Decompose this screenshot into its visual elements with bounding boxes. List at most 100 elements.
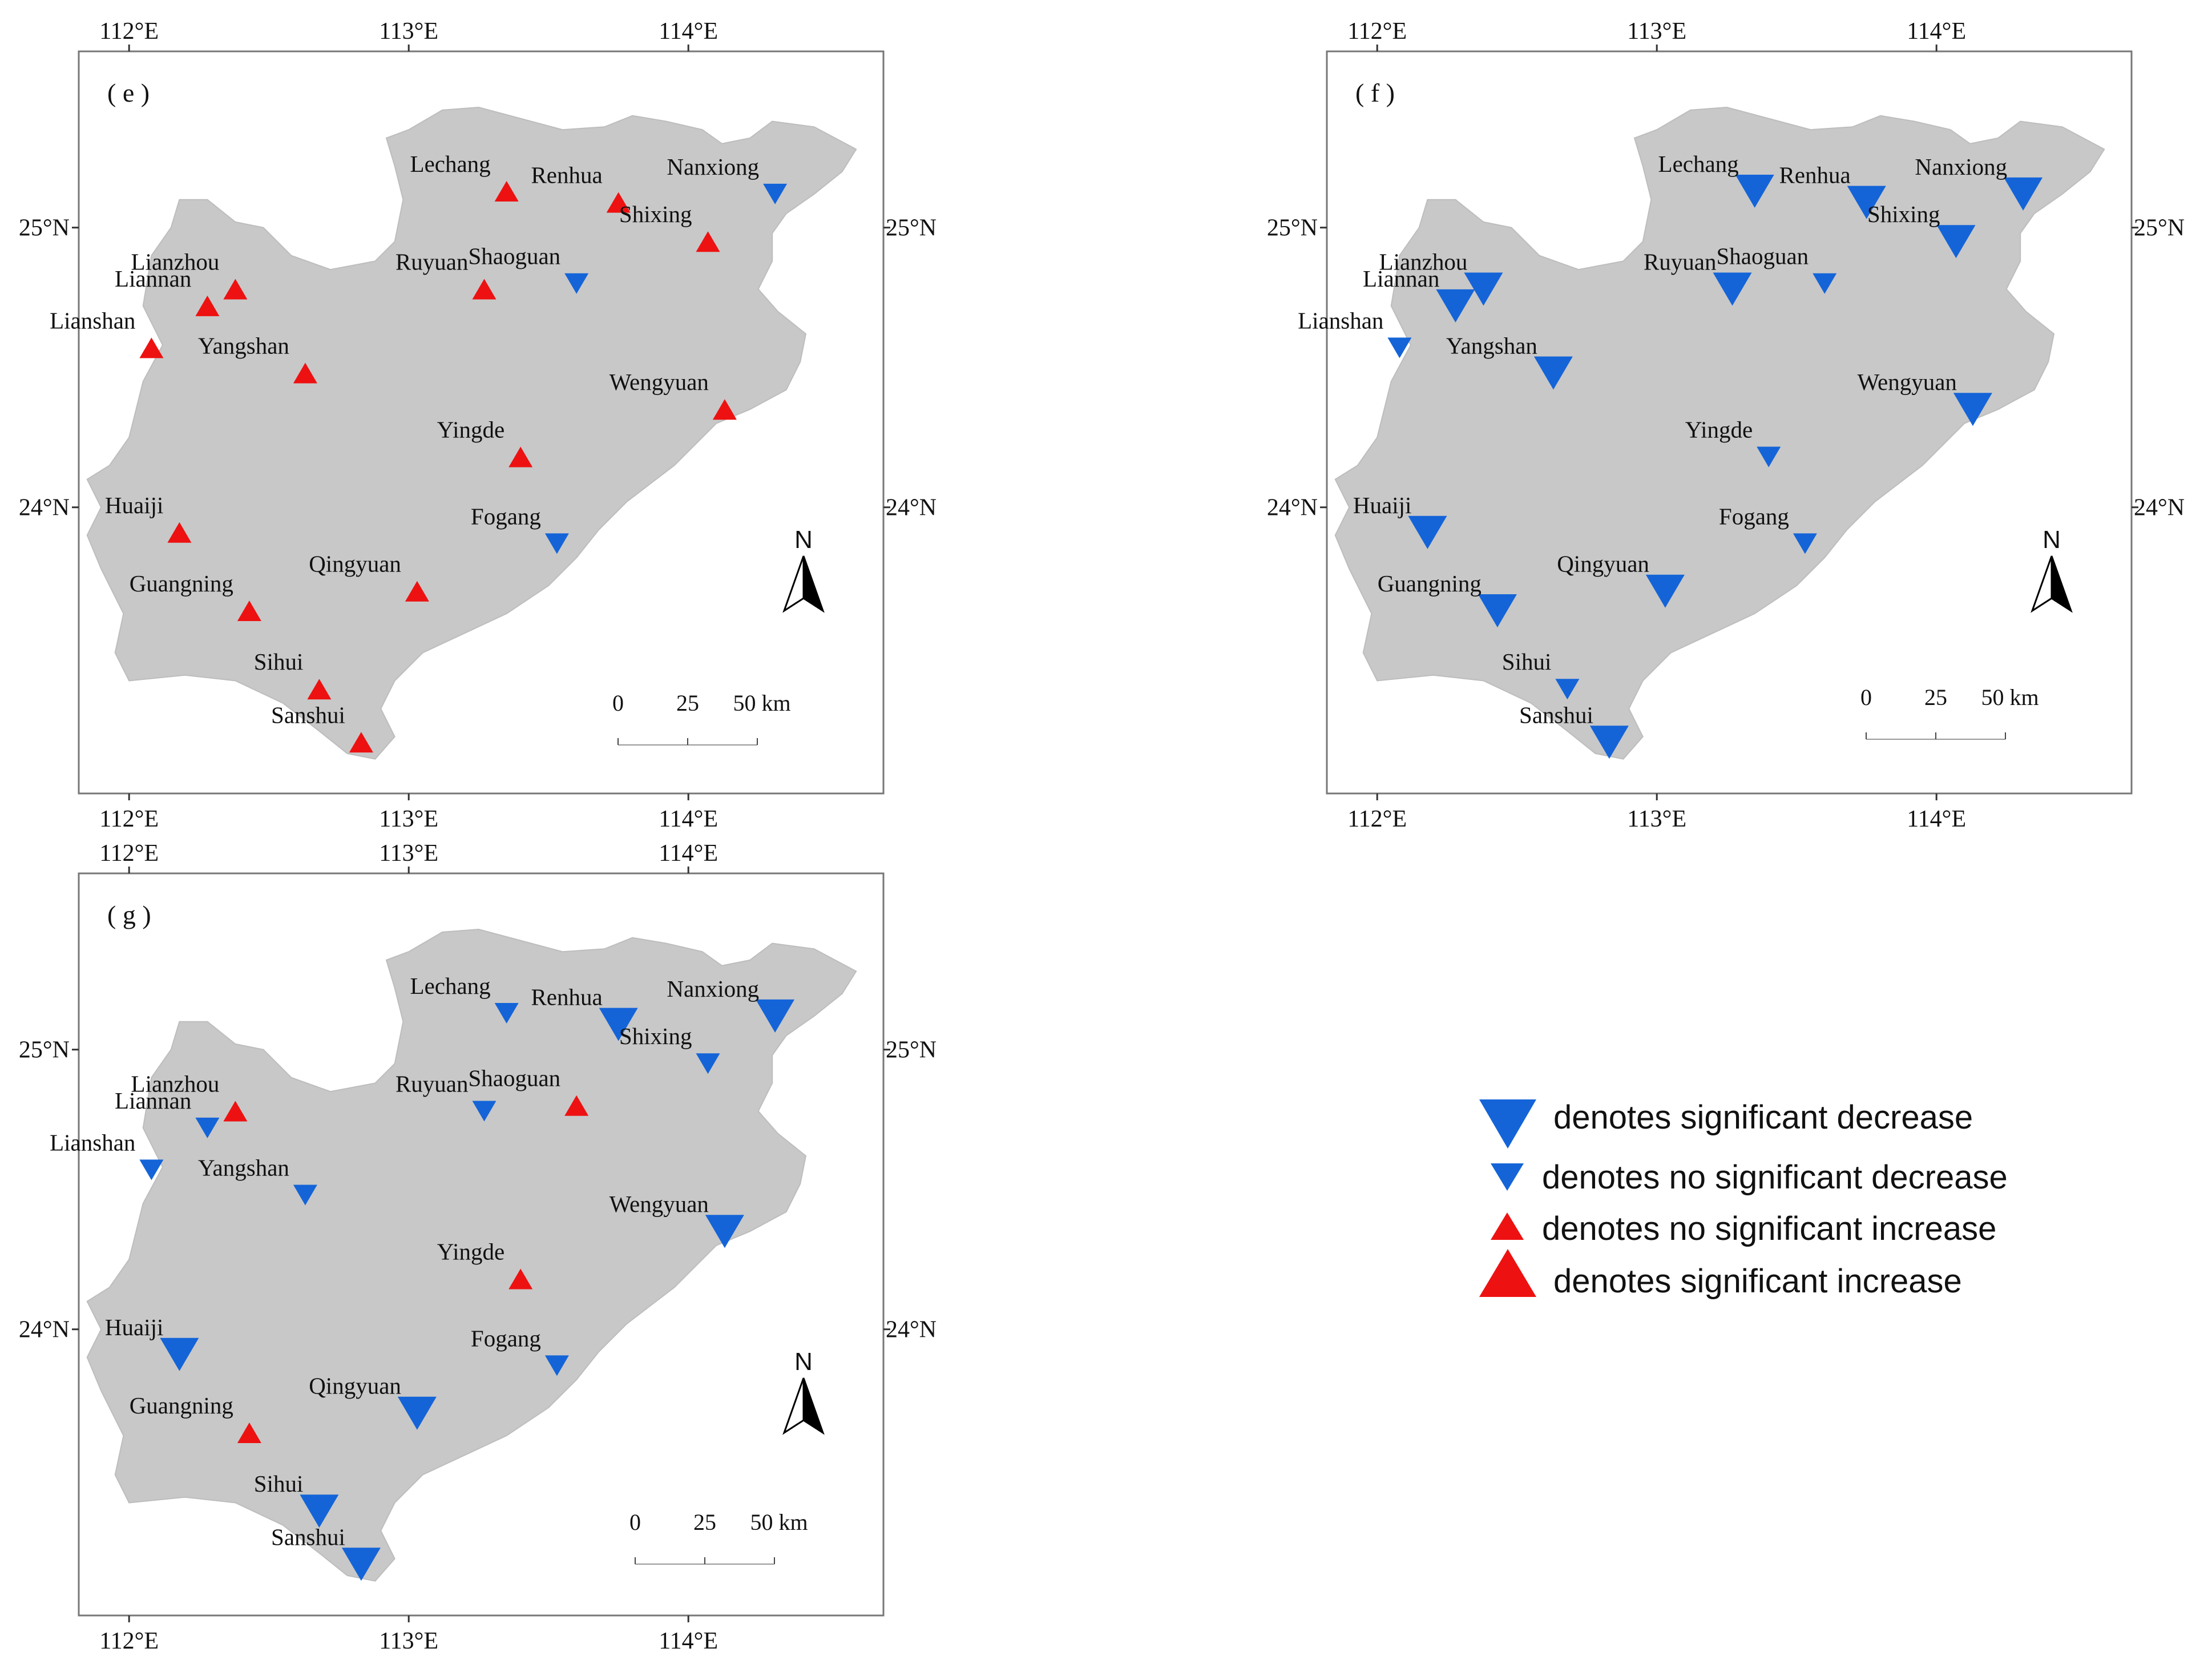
increase-triangle-marker [237, 1423, 261, 1443]
station-label: Lechang [410, 151, 491, 177]
small-down-triangle-icon [1491, 1163, 1524, 1191]
station-label: Shaoguan [468, 243, 560, 269]
decrease-triangle-marker [1813, 273, 1837, 294]
lon-tick-label: 113°E [379, 18, 438, 45]
station-label: Fogang [471, 1325, 541, 1351]
decrease-triangle-marker [139, 1159, 164, 1180]
decrease-triangle-marker [1645, 574, 1685, 608]
north-arrow-icon: N [2031, 526, 2073, 613]
station-label: Huaiji [105, 1314, 163, 1340]
decrease-triangle-marker [756, 999, 795, 1033]
station-label: Lechang [1658, 151, 1739, 177]
lat-tick-label: 25°N [2134, 215, 2185, 241]
station-label: Sihui [254, 1470, 304, 1497]
station-label: Yangshan [198, 1155, 289, 1181]
increase-triangle-marker [405, 581, 429, 602]
station-label: Qingyuan [309, 551, 401, 577]
station-label: Yangshan [1446, 333, 1537, 359]
legend-label: denotes significant increase [1553, 1263, 1962, 1300]
map-panel: 112°E 112°E 113°E 113°E 114°E 114°E 25°N 25°N 24… [1267, 18, 2185, 832]
lon-tick-label: 114°E [659, 840, 718, 867]
decrease-triangle-marker [1936, 225, 1976, 259]
decrease-triangle-marker [1387, 337, 1412, 358]
increase-triangle-marker [139, 337, 164, 358]
legend-item-significant-increase: denotes significant increase [1479, 1249, 1962, 1300]
increase-triangle-marker [195, 295, 220, 316]
decrease-triangle-marker [1478, 594, 1517, 627]
increase-triangle-marker [712, 399, 737, 420]
decrease-triangle-marker [1953, 393, 1992, 426]
region-shape [86, 106, 857, 760]
scale-bar-label: 50 km [750, 1509, 808, 1535]
station-label: Renhua [531, 162, 602, 188]
decrease-triangle-marker [599, 1008, 638, 1041]
station-label: Sihui [1502, 648, 1552, 675]
station-label: Lianzhou [1379, 249, 1468, 275]
station-label: Renhua [1779, 162, 1850, 188]
station-label: Wengyuan [1858, 369, 1957, 395]
station-label: Guangning [1378, 570, 1482, 597]
station-label: Guangning [130, 1392, 233, 1419]
station-label: Lianshan [50, 1129, 135, 1155]
station-label: Ruyuan [395, 249, 469, 275]
legend-item-no-significant-increase: denotes no significant increase [1491, 1210, 1996, 1247]
station-label: Liannan [1363, 265, 1439, 292]
station-label: Yingde [437, 1239, 504, 1265]
lat-tick-label: 25°N [19, 1037, 70, 1063]
north-arrow-label: N [2043, 526, 2061, 554]
station-label: Sihui [254, 648, 304, 675]
lon-tick-label: 112°E [99, 1628, 159, 1654]
lat-tick-label: 24°N [2134, 495, 2185, 521]
decrease-triangle-marker [544, 1355, 569, 1376]
station-label: Lechang [410, 973, 491, 999]
station-label: Shixing [619, 1023, 692, 1049]
station-label: Wengyuan [609, 1191, 709, 1217]
station-label: Yingde [1685, 417, 1753, 443]
legend-label: denotes no significant decrease [1542, 1159, 2008, 1196]
scale-bar-label: 50 km [1981, 684, 2039, 710]
decrease-triangle-marker [696, 1053, 720, 1074]
lon-tick-label: 112°E [99, 806, 159, 832]
decrease-triangle-marker [341, 1548, 381, 1581]
station-label: Qingyuan [1557, 551, 1649, 577]
station-label: Renhua [531, 984, 602, 1010]
decrease-triangle-marker [1713, 272, 1752, 306]
station-label: Shaoguan [1716, 243, 1809, 269]
decrease-triangle-marker [763, 183, 788, 204]
map-panel: 112°E 112°E 113°E 113°E 114°E 114°E 25°N 25°N 24… [19, 840, 937, 1654]
increase-triangle-marker [307, 679, 332, 700]
lat-tick-label: 24°N [1267, 495, 1318, 521]
scale-bar: 0 25 50 km [612, 690, 791, 746]
station-label: Shixing [1867, 201, 1940, 227]
station-label: Ruyuan [1644, 249, 1717, 275]
lon-tick-label: 112°E [1347, 806, 1407, 832]
decrease-triangle-marker [564, 273, 589, 294]
station-label: Lianzhou [131, 249, 220, 275]
decrease-triangle-marker [1793, 533, 1817, 554]
north-arrow-right-half [802, 1377, 825, 1435]
decrease-triangle-marker [1533, 356, 1573, 390]
lat-tick-label: 24°N [886, 1317, 937, 1343]
decrease-triangle-marker [160, 1337, 199, 1371]
lat-tick-label: 24°N [19, 495, 70, 521]
map-panels: 112°E 112°E 113°E 113°E 114°E 114°E 25°N 25°N 24… [19, 18, 2185, 1654]
large-down-triangle-icon [1479, 1099, 1536, 1149]
station-label: Fogang [1719, 503, 1789, 529]
scale-bar-label: 25 [693, 1509, 716, 1535]
scale-bar-label: 25 [676, 690, 699, 716]
decrease-triangle-marker [544, 533, 569, 554]
decrease-triangle-marker [293, 1184, 317, 1206]
lat-tick-label: 25°N [886, 215, 937, 241]
station-label: Yingde [437, 417, 504, 443]
increase-triangle-marker [508, 446, 533, 468]
station-label: Shaoguan [468, 1065, 560, 1091]
lat-tick-label: 24°N [19, 1317, 70, 1343]
increase-triangle-marker [494, 181, 519, 202]
station-label: Huaiji [1353, 492, 1411, 518]
lon-tick-label: 113°E [1627, 18, 1686, 45]
lon-tick-label: 113°E [379, 1628, 438, 1654]
station-label: Shixing [619, 201, 692, 227]
legend-item-significant-decrease: denotes significant decrease [1479, 1099, 1973, 1149]
station-label: Huaiji [105, 492, 163, 518]
lon-tick-label: 114°E [1907, 806, 1966, 832]
